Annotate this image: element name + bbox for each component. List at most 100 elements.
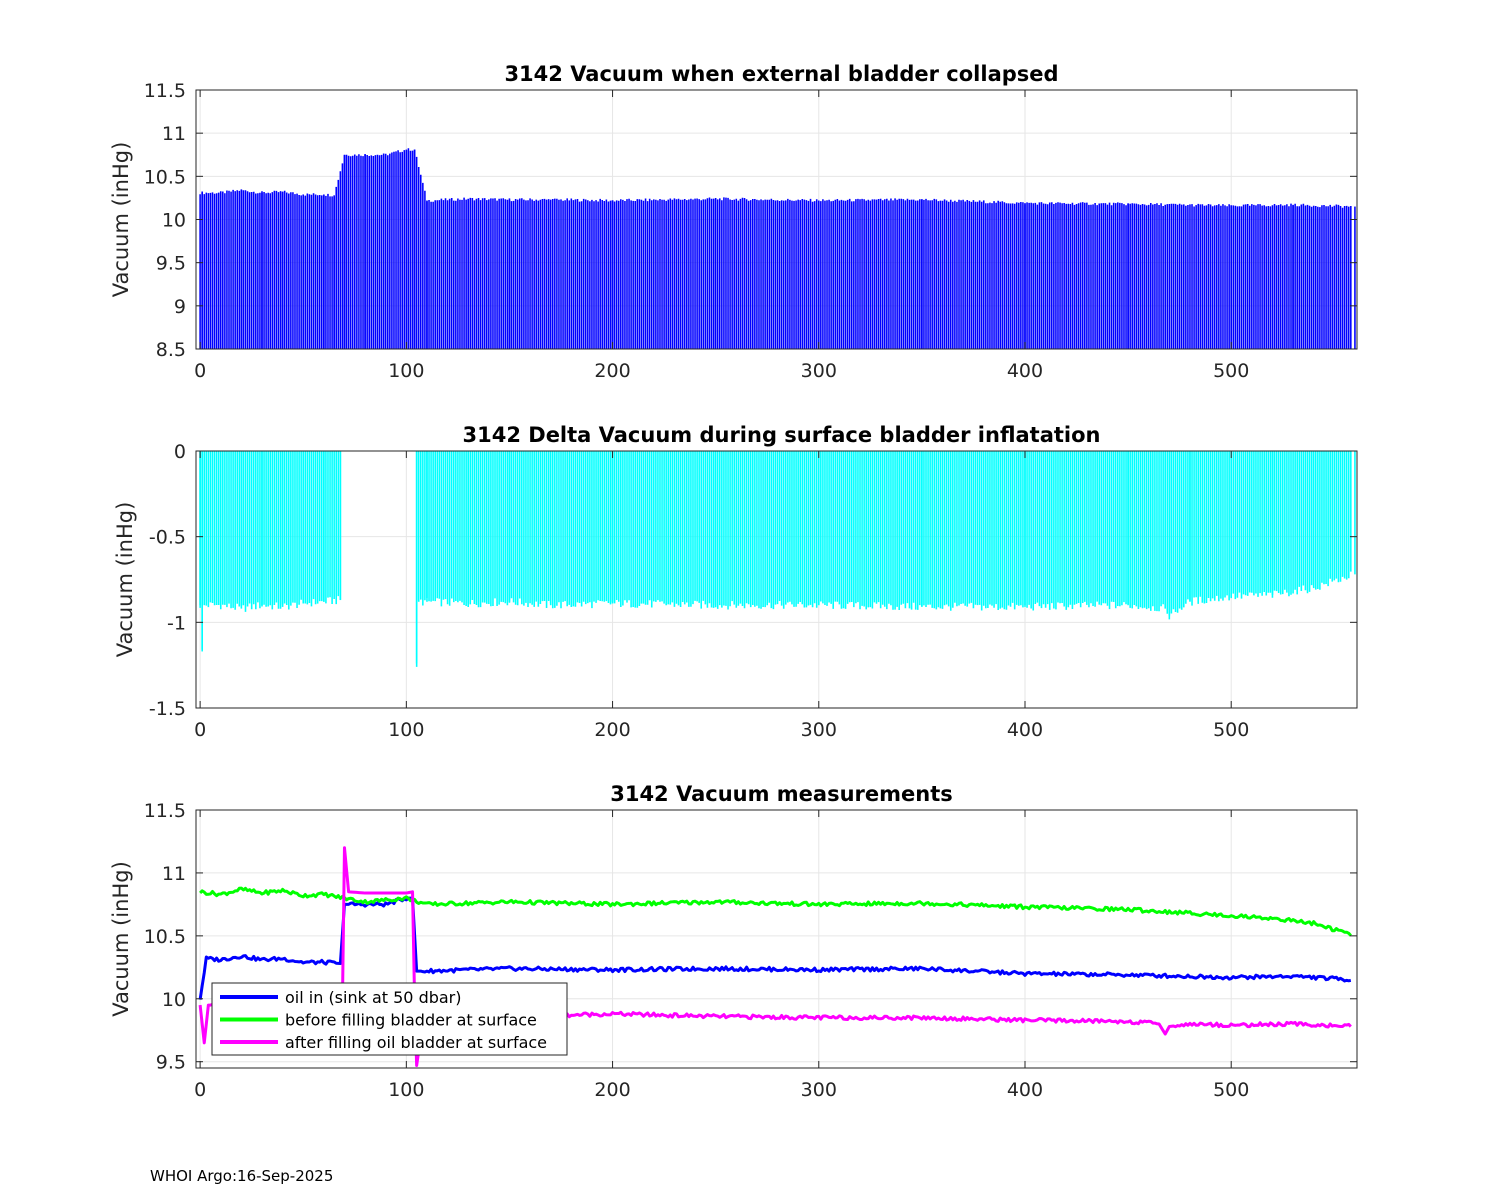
bar [339,451,342,601]
bar [201,192,203,349]
bar [323,451,325,602]
bar [1127,203,1129,349]
chart-title: 3142 Vacuum when external bladder collap… [504,62,1058,86]
y-axis-label: Vacuum (inHg) [109,142,133,298]
bar [817,200,820,349]
bar [219,451,222,606]
bar [921,451,923,607]
x-tick-label: 300 [801,719,837,741]
chart-title: 3142 Delta Vacuum during surface bladder… [463,423,1101,447]
axes-box [195,809,1358,1069]
x-tick-label: 200 [594,1079,630,1101]
series-line-magenta [198,846,1352,1067]
bar [1164,451,1167,609]
x-tick-label: 100 [388,719,424,741]
chart-panel-3: 0 100 200 300 400 500 11.5 11 10.5 10 9.5 3142 Vacu… [109,782,1358,1101]
bar-series [199,451,1352,664]
chart-panel-1: 0 100 200 300 400 500 11.5 11 10.5 10 9.5 9 8.5 3142 … [109,62,1358,382]
bar [201,451,203,652]
bar [343,154,346,349]
bar [1230,205,1232,349]
y-tick-label: 10 [162,989,186,1011]
bar [611,200,614,349]
bar [219,192,222,349]
chart-title: 3142 Vacuum measurements [610,782,953,806]
x-tick-label: 200 [594,360,630,382]
bar [384,154,387,349]
bar [714,451,717,606]
axes-box [195,450,1358,709]
bar [240,451,243,609]
y-tick-label: 11 [162,863,186,885]
x-tick-label: 400 [1007,360,1043,382]
bar [333,195,335,349]
x-tick-label: 100 [388,360,424,382]
bar [261,192,263,349]
bar [549,199,552,349]
bar [323,194,325,349]
bar [1230,451,1232,597]
legend-label: before filling bladder at surface [285,1011,537,1030]
bar [921,199,923,349]
y-tick-label: 9 [174,296,186,318]
y-tick-label: 11.5 [144,800,186,822]
bar [467,451,469,604]
x-tick-label: 400 [1007,719,1043,741]
bar [817,451,820,606]
x-tick-label: 500 [1213,719,1249,741]
bar [415,451,418,667]
x-tick-label: 300 [801,360,837,382]
chart-panel-2: 0 100 200 300 400 500 0 -0.5 -1 -1.5 3142 Delta Va… [113,423,1358,741]
bar [281,451,284,607]
bar [240,190,243,349]
y-tick-label: 8.5 [156,339,186,361]
bar [203,451,206,606]
bar [405,149,408,349]
y-tick-label: 10.5 [144,926,186,948]
y-axis-label: Vacuum (inHg) [113,502,137,658]
x-tick-label: 500 [1213,1079,1249,1101]
legend: oil in (sink at 50 dbar) before filling b… [211,982,568,1056]
x-tick-label: 300 [801,1079,837,1101]
y-tick-label: 10.5 [144,166,186,188]
x-tick-label: 100 [388,1079,424,1101]
y-tick-label: 9.5 [156,1052,186,1074]
y-axis-label: Vacuum (inHg) [109,861,133,1017]
bar [261,451,263,606]
y-tick-label: -1 [167,612,186,634]
bar [417,451,420,602]
y-tick-label: 11.5 [144,80,186,102]
footer-label: WHOI Argo:16-Sep-2025 [150,1167,334,1185]
bar [1312,451,1315,589]
bar [1354,451,1356,575]
bar [426,451,428,602]
bar [281,191,284,349]
y-tick-label: 0 [174,441,186,463]
bar [1189,451,1191,602]
series-line-green [199,886,1352,937]
bar [302,194,305,349]
x-tick-label: 0 [194,719,206,741]
x-tick-label: 0 [194,360,206,382]
x-tick-label: 400 [1007,1079,1043,1101]
x-tick-label: 500 [1213,360,1249,382]
legend-label: after filling oil bladder at surface [285,1033,547,1052]
x-tick-label: 0 [194,1079,206,1101]
y-tick-label: -0.5 [149,527,186,549]
bar [1292,204,1294,349]
bar [199,451,201,606]
bar [302,451,305,604]
bar [508,199,511,349]
bar [1127,451,1129,606]
bar-series [199,148,1352,349]
legend-label: oil in (sink at 50 dbar) [285,988,462,1007]
bar [508,451,511,602]
bar [1024,451,1026,607]
bar [1354,206,1356,349]
bar [714,198,717,349]
x-tick-label: 200 [594,719,630,741]
bar [413,149,416,349]
y-tick-label: 10 [162,210,186,232]
bar [467,198,469,349]
